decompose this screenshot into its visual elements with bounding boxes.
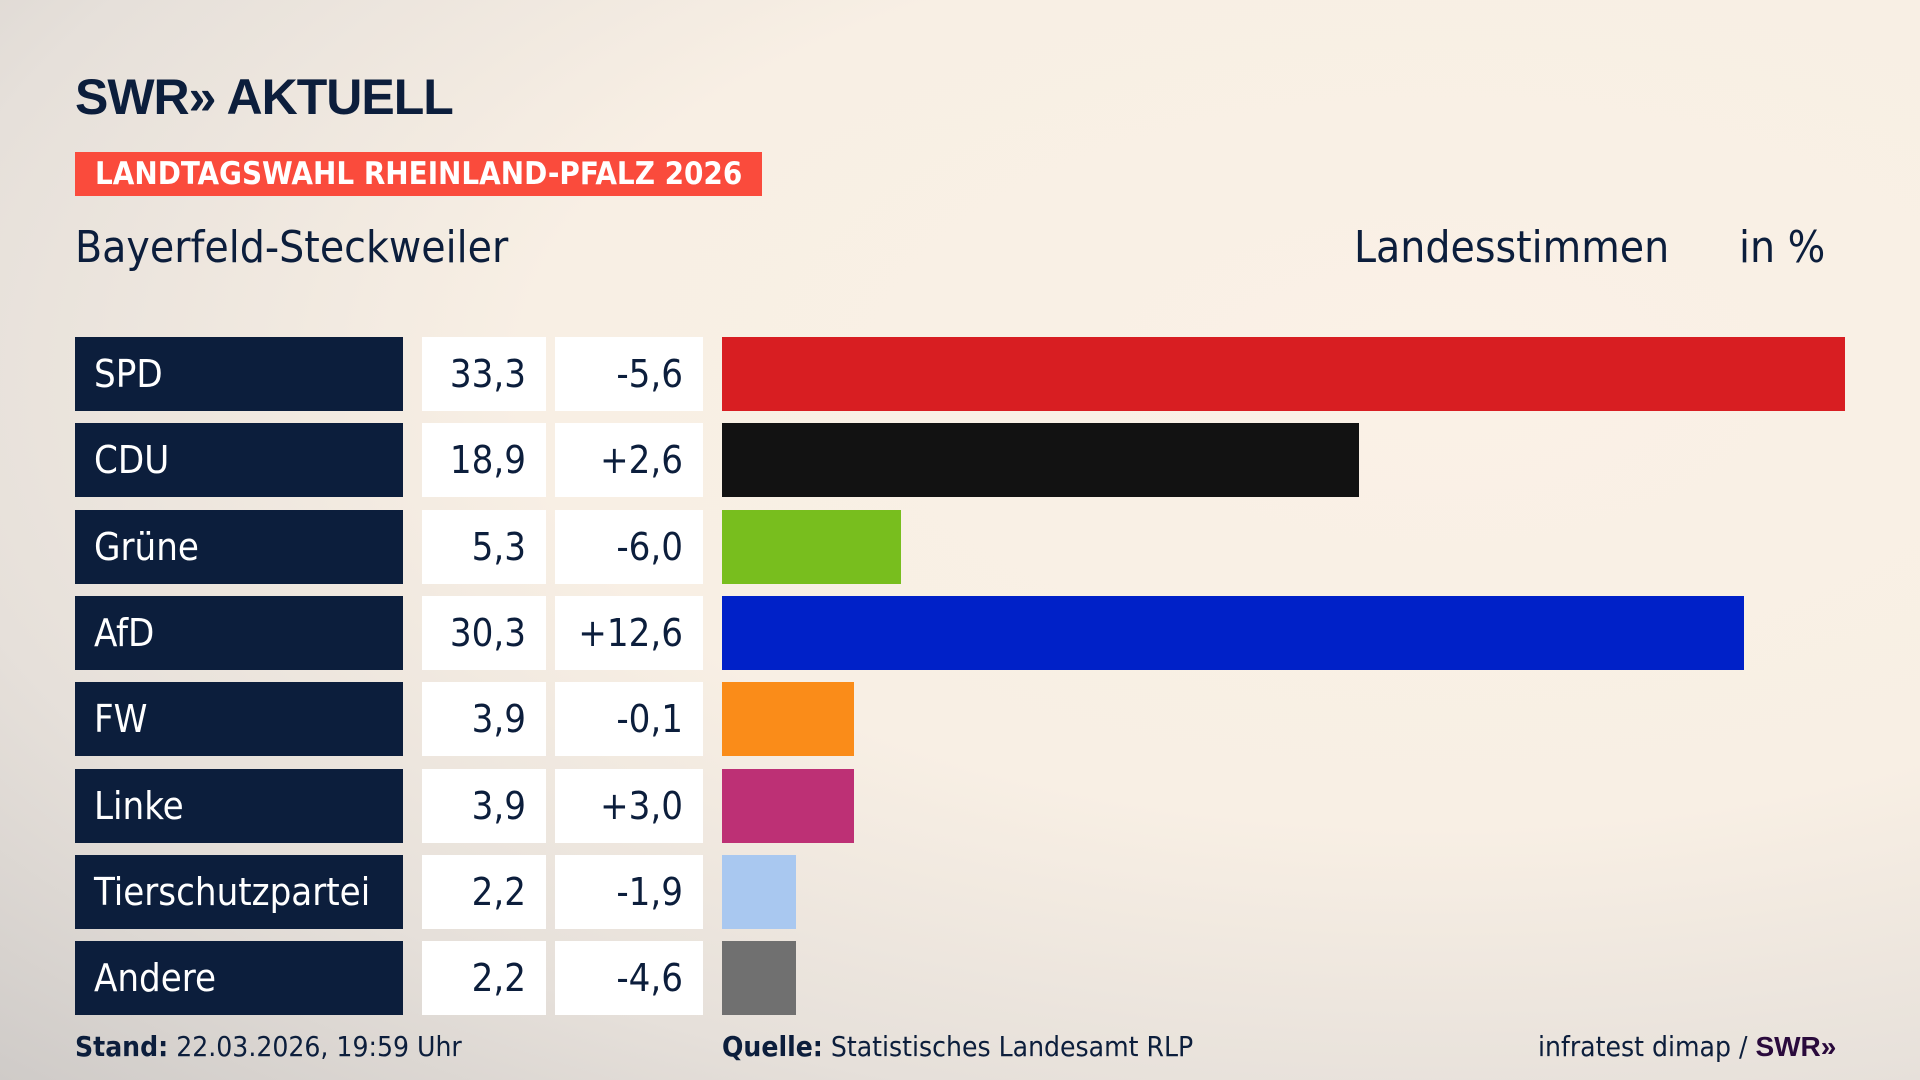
party-row: CDU 18,9 +2,6 [0,423,1920,498]
party-bar [722,337,1845,411]
source-label: Quelle: [722,1030,823,1063]
party-value: 5,3 [422,509,546,584]
source-value: Statistisches Landesamt RLP [830,1030,1194,1063]
party-name: FW [75,682,403,757]
party-value: 33,3 [422,337,546,411]
party-value: 30,3 [422,595,546,670]
stand-value: 22.03.2026, 19:59 Uhr [176,1030,462,1063]
party-bar [722,854,797,929]
credit: infratest dimap / SWR» [1538,1030,1836,1063]
party-name: Linke [75,768,403,843]
party-value: 2,2 [422,941,546,1016]
party-value: 2,2 [422,854,546,929]
party-change: -5,6 [555,337,703,411]
party-bar [722,682,854,757]
party-row: Grüne 5,3 -6,0 [0,509,1920,584]
party-row: SPD 33,3 -5,6 [0,337,1920,411]
party-bar [722,509,901,584]
unit-label: in % [1739,222,1826,273]
party-name: Tierschutzpartei [75,854,403,929]
credit-text: infratest dimap / [1538,1030,1748,1063]
party-value: 3,9 [422,768,546,843]
party-bar [722,941,797,1016]
party-value: 3,9 [422,682,546,757]
party-row: Linke 3,9 +3,0 [0,768,1920,843]
party-change: -0,1 [555,682,703,757]
metric-label: Landesstimmen [1354,222,1670,273]
swr-aktuell-logo: SWR» AKTUELL [75,69,454,125]
party-change: -4,6 [555,941,703,1016]
party-row: Tierschutzpartei 2,2 -1,9 [0,854,1920,929]
party-change: -1,9 [555,854,703,929]
party-change: +12,6 [555,595,703,670]
party-name: CDU [75,423,403,498]
party-bar [722,595,1744,670]
party-change: -6,0 [555,509,703,584]
timestamp: Stand: 22.03.2026, 19:59 Uhr [75,1030,462,1063]
party-change: +2,6 [555,423,703,498]
party-value: 18,9 [422,423,546,498]
party-name: Andere [75,941,403,1016]
stand-label: Stand: [75,1030,169,1063]
party-name: Grüne [75,509,403,584]
party-row: FW 3,9 -0,1 [0,682,1920,757]
party-bar [722,423,1360,498]
party-name: AfD [75,595,403,670]
party-row: AfD 30,3 +12,6 [0,595,1920,670]
place-title: Bayerfeld-Steckweiler [75,222,509,273]
source: Quelle: Statistisches Landesamt RLP [722,1030,1193,1063]
party-bar [722,768,854,843]
party-row: Andere 2,2 -4,6 [0,941,1920,1016]
party-name: SPD [75,337,403,411]
swr-logo: SWR» [1755,1031,1837,1062]
election-banner: LANDTAGSWAHL RHEINLAND-PFALZ 2026 [75,152,763,196]
party-change: +3,0 [555,768,703,843]
